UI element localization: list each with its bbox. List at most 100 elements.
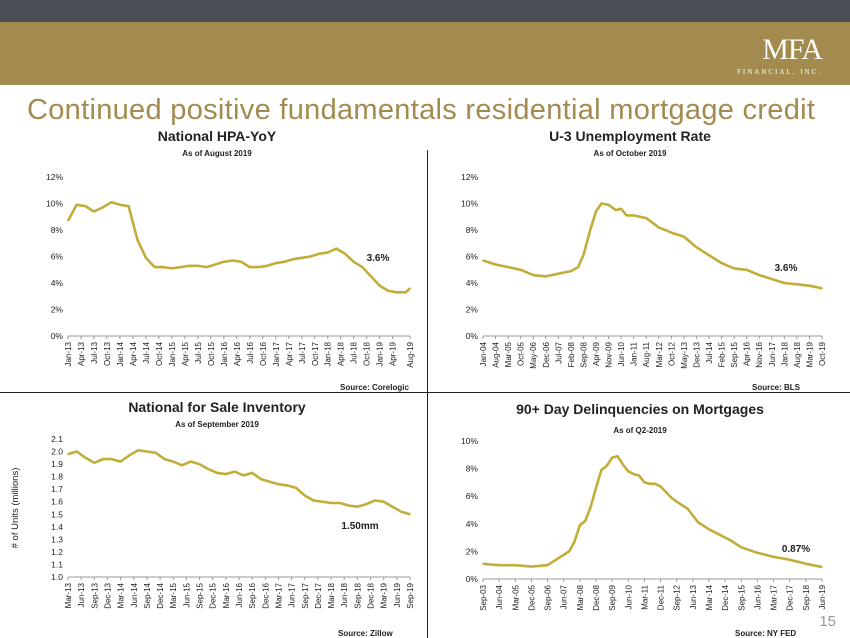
data-point bbox=[162, 266, 164, 268]
data-point bbox=[600, 202, 603, 205]
data-point bbox=[128, 454, 131, 457]
data-point bbox=[582, 254, 585, 256]
data-point bbox=[268, 480, 271, 483]
series-line bbox=[67, 449, 411, 516]
data-point bbox=[708, 528, 710, 531]
data-point bbox=[137, 449, 139, 452]
x-tick-label: Jan-11 bbox=[630, 341, 639, 365]
x-tick-label: Dec-13 bbox=[103, 582, 112, 608]
data-point bbox=[266, 265, 268, 267]
data-point bbox=[301, 257, 303, 259]
data-point bbox=[658, 226, 660, 229]
data-point bbox=[579, 524, 581, 526]
x-tick-label: Jun-15 bbox=[182, 582, 191, 607]
data-point bbox=[530, 565, 533, 568]
x-tick-label: Apr-09 bbox=[592, 341, 601, 366]
x-tick-label: Oct-18 bbox=[363, 341, 372, 366]
data-point bbox=[733, 267, 735, 270]
x-tick-label: Jun-19 bbox=[393, 582, 402, 607]
x-tick-label: Apr-16 bbox=[233, 341, 242, 366]
series-line bbox=[66, 200, 411, 294]
data-point bbox=[321, 500, 324, 503]
y-tick-label: 1.2 bbox=[51, 547, 63, 557]
data-point bbox=[625, 214, 628, 217]
y-tick-label: 10% bbox=[461, 199, 478, 209]
x-tick-label: Mar-15 bbox=[169, 582, 178, 608]
x-tick-label: Sep-06 bbox=[544, 584, 553, 610]
logo-mark: MFA bbox=[762, 33, 823, 66]
y-tick-label: 6% bbox=[466, 252, 479, 262]
data-point bbox=[382, 500, 385, 503]
data-point bbox=[190, 460, 192, 463]
data-point bbox=[84, 457, 87, 459]
x-tick-label: Jul-14 bbox=[705, 341, 714, 363]
data-point bbox=[409, 287, 411, 290]
x-tick-label: Jun-04 bbox=[495, 584, 504, 609]
top-bar bbox=[0, 0, 850, 22]
x-tick-label: Dec-11 bbox=[657, 584, 666, 610]
data-point bbox=[240, 261, 242, 263]
x-tick-label: Sep-08 bbox=[579, 341, 588, 367]
x-tick-label: Sep-19 bbox=[406, 582, 415, 608]
data-point bbox=[119, 460, 122, 463]
data-point bbox=[708, 254, 710, 256]
data-point bbox=[251, 472, 253, 474]
data-point bbox=[643, 481, 646, 484]
x-tick-label: Sep-03 bbox=[479, 584, 488, 610]
x-tick-label: Dec-06 bbox=[542, 341, 551, 367]
data-point bbox=[695, 246, 698, 248]
company-logo: MFA FINANCIAL, INC. bbox=[690, 32, 850, 82]
x-tick-label: Mar-08 bbox=[576, 584, 585, 610]
data-point bbox=[387, 290, 390, 292]
data-point bbox=[758, 274, 760, 276]
data-point bbox=[404, 291, 407, 294]
x-tick-label: Jan-13 bbox=[64, 341, 73, 366]
data-point bbox=[546, 564, 549, 566]
x-tick-label: May-06 bbox=[529, 341, 538, 368]
data-point bbox=[568, 550, 570, 553]
horizontal-divider bbox=[0, 392, 850, 393]
data-point bbox=[670, 496, 673, 499]
y-tick-label: 1.7 bbox=[51, 484, 63, 494]
x-tick-label: Dec-15 bbox=[209, 582, 218, 608]
x-tick-label: Nov-16 bbox=[755, 341, 764, 367]
y-tick-label: 2.0 bbox=[51, 447, 63, 457]
chart-title-unemployment: U-3 Unemployment Rate bbox=[549, 128, 711, 144]
data-point bbox=[600, 469, 603, 471]
data-point bbox=[295, 487, 297, 489]
x-tick-label: Jun-16 bbox=[235, 582, 244, 607]
value-annotation: 0.87% bbox=[782, 544, 810, 555]
series-line bbox=[482, 454, 823, 569]
chart-subtitle-inventory: As of September 2019 bbox=[175, 420, 259, 429]
data-point bbox=[76, 450, 78, 453]
x-tick-label: Aug-04 bbox=[492, 341, 501, 367]
data-point bbox=[595, 487, 597, 489]
data-point bbox=[756, 552, 759, 554]
data-point bbox=[570, 270, 572, 272]
data-point bbox=[205, 266, 208, 268]
data-point bbox=[111, 458, 113, 460]
x-tick-label: Sep-17 bbox=[301, 582, 310, 608]
header-band bbox=[0, 22, 850, 85]
data-point bbox=[649, 483, 651, 485]
data-point bbox=[356, 505, 359, 508]
data-point bbox=[207, 468, 210, 470]
y-tick-label: 12% bbox=[461, 172, 478, 182]
x-tick-label: May-13 bbox=[680, 341, 689, 368]
data-point bbox=[659, 485, 662, 488]
x-tick-label: Jul-18 bbox=[350, 341, 359, 363]
chart-subtitle-hpa: As of August 2019 bbox=[182, 149, 252, 158]
x-tick-label: Dec-16 bbox=[261, 582, 270, 608]
x-tick-label: Feb-15 bbox=[718, 341, 727, 367]
data-point bbox=[370, 275, 372, 278]
x-tick-label: Sep-18 bbox=[353, 582, 362, 608]
y-tick-label: 1.3 bbox=[51, 534, 63, 544]
data-point bbox=[545, 275, 547, 278]
x-tick-label: Mar-19 bbox=[805, 341, 814, 367]
source-hpa: Source: Corelogic bbox=[340, 383, 409, 392]
data-point bbox=[145, 257, 147, 259]
data-point bbox=[146, 450, 148, 453]
x-tick-label: Jun-18 bbox=[340, 582, 349, 607]
data-point bbox=[589, 506, 592, 508]
series-line bbox=[482, 202, 823, 290]
